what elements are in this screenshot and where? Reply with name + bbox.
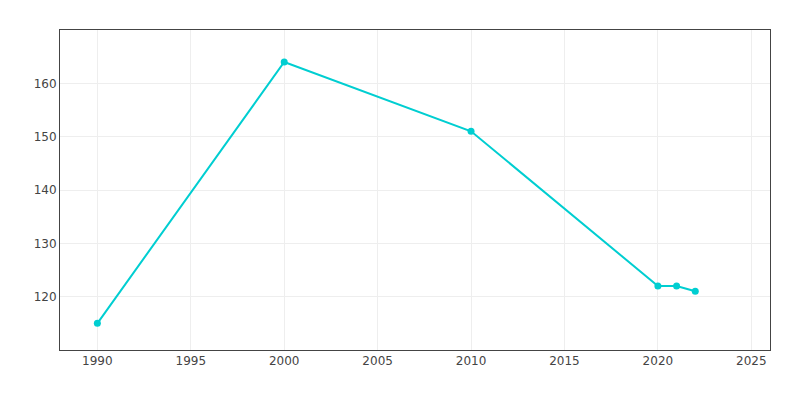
svg-text:2020: 2020: [643, 354, 674, 368]
svg-text:2010: 2010: [456, 354, 487, 368]
svg-text:2005: 2005: [362, 354, 393, 368]
svg-text:2015: 2015: [549, 354, 580, 368]
svg-text:160: 160: [34, 77, 57, 91]
svg-text:120: 120: [34, 290, 57, 304]
svg-text:1995: 1995: [176, 354, 207, 368]
svg-text:150: 150: [34, 130, 57, 144]
svg-text:140: 140: [34, 183, 57, 197]
svg-text:1990: 1990: [82, 354, 113, 368]
svg-text:2025: 2025: [736, 354, 767, 368]
svg-text:130: 130: [34, 237, 57, 251]
svg-text:2000: 2000: [269, 354, 300, 368]
